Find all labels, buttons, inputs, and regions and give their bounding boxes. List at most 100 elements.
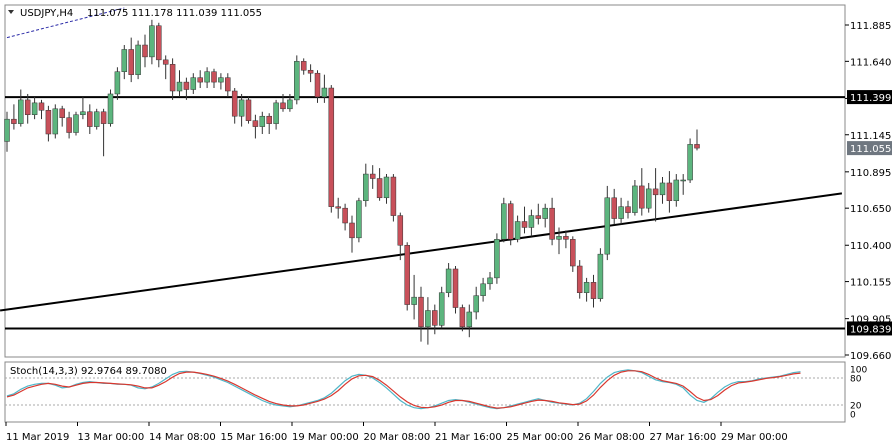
x-tick-label: 19 Mar 00:00 xyxy=(292,432,359,443)
bull-candle xyxy=(73,114,79,133)
x-tick-label: 25 Mar 00:00 xyxy=(507,432,574,443)
x-tick-label: 15 Mar 16:00 xyxy=(221,432,288,443)
bear-candle xyxy=(369,173,376,179)
bull-candle xyxy=(480,283,486,296)
y-tick-label: 110.400 xyxy=(850,241,891,252)
bull-candle xyxy=(494,239,500,279)
bull-candle xyxy=(80,111,86,115)
bull-candle xyxy=(425,310,431,328)
bear-candle xyxy=(87,111,93,127)
main-panel-frame xyxy=(4,4,846,358)
resistance-price-tag-bg xyxy=(847,90,892,105)
bear-candle xyxy=(570,239,576,267)
y-tick-label: 110.155 xyxy=(850,278,891,289)
bear-candle xyxy=(459,307,466,328)
bull-candle xyxy=(687,144,693,181)
bull-candle xyxy=(556,236,562,240)
bull-candle xyxy=(438,292,445,326)
support-price-tag-bg xyxy=(847,321,892,336)
bull-candle xyxy=(473,295,479,313)
bear-candle xyxy=(342,207,348,224)
bull-candle xyxy=(383,176,390,199)
symbol-dropdown-icon[interactable] xyxy=(8,10,14,14)
bear-candle xyxy=(576,265,583,293)
bear-candle xyxy=(611,197,617,219)
bear-candle xyxy=(245,99,252,121)
x-tick-label: 20 Mar 08:00 xyxy=(364,432,431,443)
rising-trendline xyxy=(0,192,843,312)
bull-candle xyxy=(680,179,686,182)
x-tick-label: 11 Mar 2019 xyxy=(6,432,69,443)
bear-candle xyxy=(452,268,459,308)
bear-candle xyxy=(300,61,307,71)
bear-candle xyxy=(418,296,424,328)
bull-candle xyxy=(356,200,362,239)
bear-candle xyxy=(45,110,52,135)
bull-candle xyxy=(583,282,590,293)
bull-candle xyxy=(659,182,666,196)
bear-candle xyxy=(328,87,335,207)
resistance-price-tag: 111.399 xyxy=(850,93,891,104)
x-tick-label: 21 Mar 16:00 xyxy=(435,432,502,443)
bear-candle xyxy=(307,69,314,74)
bear-candle xyxy=(625,206,631,213)
x-tick-label: 29 Mar 00:00 xyxy=(721,432,788,443)
bear-candle xyxy=(535,215,542,219)
bull-candle xyxy=(93,111,100,127)
stoch-y-tick-label: 80 xyxy=(850,375,862,385)
bear-candle xyxy=(197,77,203,83)
bear-candle xyxy=(211,71,217,83)
bull-candle xyxy=(321,87,328,98)
bull-candle xyxy=(411,296,417,305)
bear-candle xyxy=(563,236,569,240)
stoch-header-label: Stoch(14,3,3) 92.9764 89.7080 xyxy=(10,366,167,377)
bull-candle xyxy=(4,118,10,142)
bear-candle xyxy=(666,182,673,202)
bear-candle xyxy=(156,25,162,61)
bull-candle xyxy=(114,71,121,95)
bear-candle xyxy=(59,108,65,118)
bull-candle xyxy=(618,206,624,219)
bull-candle xyxy=(528,215,535,228)
bear-candle xyxy=(694,144,700,149)
bull-candle xyxy=(52,108,59,135)
bear-candle xyxy=(266,115,272,124)
bear-candle xyxy=(66,117,72,133)
bull-candle xyxy=(31,102,38,115)
bear-candle xyxy=(376,178,383,199)
bull-candle xyxy=(632,185,638,213)
y-tick-label: 111.640 xyxy=(850,57,891,68)
bear-candle xyxy=(639,185,645,209)
bear-candle xyxy=(404,244,410,305)
bear-candle xyxy=(549,207,555,240)
y-tick-label: 111.145 xyxy=(850,131,891,142)
bear-candle xyxy=(432,310,438,326)
current-price-tag-bg xyxy=(847,141,892,156)
bull-candle xyxy=(487,277,493,285)
chart-ohlc-readout: 111.075 111.178 111.039 111.055 xyxy=(87,8,262,19)
bear-candle xyxy=(38,102,45,111)
bear-candle xyxy=(280,102,286,110)
upper-dotted-trendline xyxy=(6,7,125,39)
chart-symbol-title: USDJPY,H4 xyxy=(20,8,73,19)
bear-candle xyxy=(521,221,528,228)
bull-candle xyxy=(445,268,452,293)
bull-candle xyxy=(604,197,611,255)
bear-candle xyxy=(24,99,31,115)
bull-candle xyxy=(149,25,155,58)
y-tick-label: 110.650 xyxy=(850,204,891,215)
bull-candle xyxy=(259,115,266,127)
bear-candle xyxy=(397,215,404,246)
bear-candle xyxy=(314,72,321,98)
bear-candle xyxy=(169,64,176,92)
bull-candle xyxy=(514,221,521,240)
y-tick-label: 111.885 xyxy=(850,21,891,32)
bull-candle xyxy=(597,253,604,299)
bull-candle xyxy=(501,203,507,240)
bear-candle xyxy=(652,188,659,196)
x-tick-label: 26 Mar 08:00 xyxy=(578,432,645,443)
bear-candle xyxy=(11,118,17,124)
y-tick-label: 109.660 xyxy=(850,351,891,362)
bull-candle xyxy=(176,81,183,92)
bull-candle xyxy=(204,71,210,83)
